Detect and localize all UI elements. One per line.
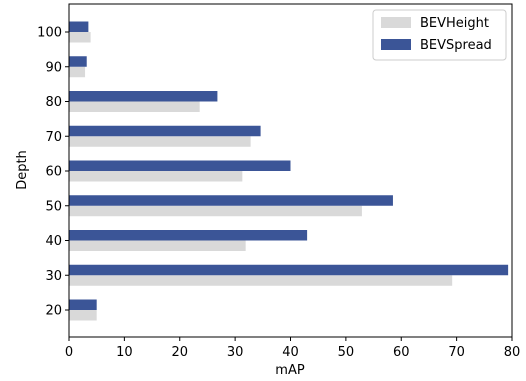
- legend-swatch-bevheight: [381, 17, 411, 28]
- bar-bevspread-80: [69, 91, 218, 102]
- y-tick-label: 70: [45, 130, 62, 145]
- legend: BEVHeight BEVSpread: [372, 9, 507, 61]
- bar-bevspread-100: [69, 21, 89, 32]
- x-tick-label: 0: [65, 345, 73, 360]
- x-tick-label: 40: [282, 345, 299, 360]
- x-tick-label: 60: [393, 345, 410, 360]
- bar-bevheight-40: [69, 240, 246, 251]
- legend-label-bevheight: BEVHeight: [420, 16, 489, 31]
- x-tick-label: 50: [338, 345, 355, 360]
- bar-bevheight-70: [69, 136, 251, 147]
- bar-bevheight-30: [69, 275, 453, 286]
- bar-bevheight-60: [69, 171, 243, 182]
- x-axis-ticks: 0 10 20 30 40 50 60 70 80: [65, 337, 520, 360]
- bar-bevspread-30: [69, 264, 509, 276]
- bar-bevheight-80: [69, 101, 200, 112]
- y-axis-label: Depth: [15, 150, 30, 190]
- y-axis-ticks: 20 30 40 50 60 70 80 90 100: [37, 26, 69, 319]
- y-tick-label: 90: [45, 60, 62, 75]
- x-tick-label: 70: [448, 345, 465, 360]
- bar-bevheight-20: [69, 310, 97, 321]
- y-tick-label: 60: [45, 165, 62, 180]
- y-tick-label: 100: [37, 26, 62, 41]
- bar-bevspread-40: [69, 230, 308, 241]
- bar-bevspread-70: [69, 125, 261, 137]
- bar-bevspread-50: [69, 195, 393, 206]
- y-tick-label: 20: [45, 304, 62, 319]
- bar-bevheight-100: [69, 32, 91, 43]
- y-tick-label: 40: [45, 234, 62, 249]
- bar-bevheight-50: [69, 205, 362, 217]
- y-tick-label: 80: [45, 95, 62, 110]
- x-tick-label: 20: [171, 345, 188, 360]
- x-axis-label: mAP: [275, 363, 305, 378]
- x-tick-label: 10: [116, 345, 133, 360]
- legend-swatch-bevspread: [381, 39, 411, 50]
- legend-label-bevspread: BEVSpread: [420, 38, 492, 53]
- bar-bevspread-60: [69, 160, 291, 171]
- y-tick-label: 30: [45, 269, 62, 284]
- x-tick-label: 30: [227, 345, 244, 360]
- y-tick-label: 50: [45, 199, 62, 214]
- x-tick-label: 80: [504, 345, 521, 360]
- bar-bevspread-90: [69, 56, 87, 67]
- bars-layer: [69, 21, 509, 321]
- bar-bevheight-90: [69, 66, 86, 78]
- bar-bevspread-20: [69, 299, 97, 310]
